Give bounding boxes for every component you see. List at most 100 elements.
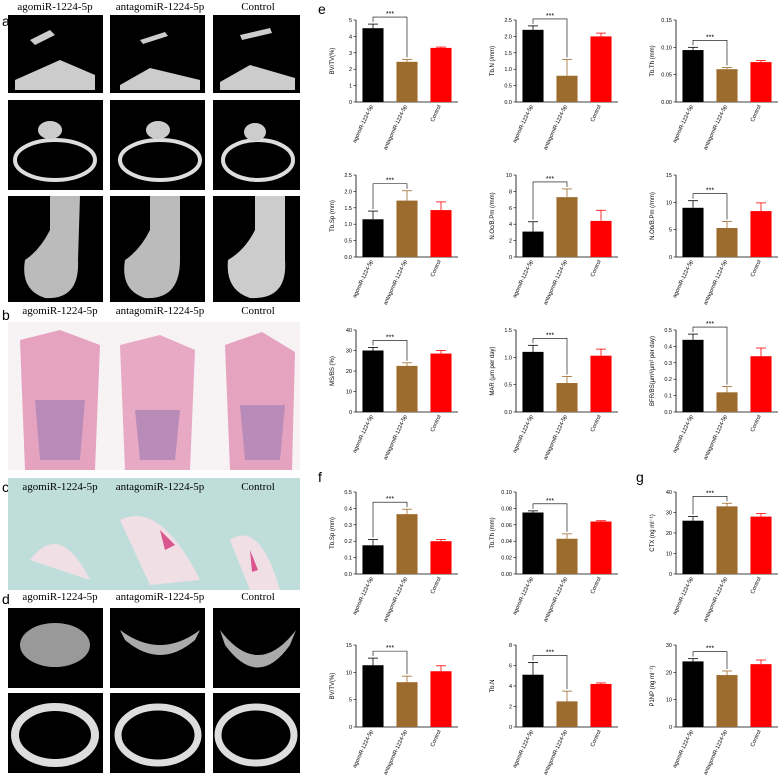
y-axis-label: MAR (μm per day)	[490, 346, 496, 395]
x-tick-label: antagomiR-1224-5p	[543, 576, 569, 623]
y-tick-label: 5	[349, 698, 352, 704]
y-tick-label: 2	[349, 67, 352, 73]
y-tick-label: 0.06	[501, 523, 512, 529]
x-tick-label: Control	[750, 729, 763, 748]
trap-stain-images	[8, 478, 300, 590]
x-tick-label: Control	[590, 576, 603, 595]
y-tick-label: 0.2	[664, 377, 672, 383]
bar	[590, 521, 612, 574]
y-tick-label: 0.05	[661, 73, 672, 79]
significance-bracket	[532, 181, 568, 220]
y-tick-label: 4	[509, 222, 512, 228]
y-tick-label: 0.08	[501, 506, 512, 512]
y-tick-label: 8	[509, 189, 512, 195]
bar	[522, 29, 544, 103]
group-header: Control	[241, 1, 275, 13]
y-tick-label: 0.04	[501, 539, 512, 545]
y-tick-label: 40	[346, 328, 352, 334]
y-tick-label: 6	[509, 206, 512, 212]
x-tick-label: antagomiR-1224-5p	[543, 414, 569, 461]
y-tick-label: 10	[346, 390, 352, 396]
y-tick-label: 15	[666, 173, 672, 179]
x-tick-label: agomiR-1224-5p	[512, 104, 535, 144]
significance-bracket	[692, 495, 728, 515]
y-tick-label: 0.15	[661, 18, 672, 24]
x-tick-label: antagomiR-1224-5p	[383, 414, 409, 461]
y-axis-label: P1NP (ng ml⁻¹)	[650, 665, 656, 706]
y-tick-label: 20	[666, 531, 672, 537]
bar	[362, 350, 384, 412]
bar	[362, 545, 384, 574]
x-tick-label: antagomiR-1224-5p	[703, 259, 729, 306]
y-tick-label: 30	[666, 511, 672, 517]
x-tick-label: agomiR-1224-5p	[672, 576, 695, 616]
bar	[430, 353, 452, 412]
bar	[716, 506, 738, 574]
significance-bracket	[372, 501, 408, 538]
micro-ct-images	[8, 15, 300, 302]
bar	[430, 671, 452, 727]
x-tick-label: Control	[430, 414, 443, 433]
y-tick-label: 0.5	[504, 84, 512, 90]
significance-label: ***	[546, 332, 554, 339]
bar	[590, 220, 612, 257]
y-tick-label: 0.3	[344, 523, 352, 529]
y-tick-label: 0.10	[661, 45, 672, 51]
bar	[396, 61, 418, 102]
y-axis-label: Tb.N	[490, 679, 496, 692]
y-tick-label: 6	[509, 664, 512, 670]
y-tick-label: 2.5	[504, 18, 512, 24]
y-tick-label: 0.1	[344, 556, 352, 562]
significance-label: ***	[546, 176, 554, 183]
significance-label: ***	[706, 490, 714, 497]
bar	[590, 36, 612, 102]
y-axis-label: N.Ob/B.Pm (/mm)	[650, 192, 656, 240]
y-tick-label: 0	[669, 255, 672, 261]
y-tick-label: 3	[349, 51, 352, 57]
bar	[750, 62, 772, 102]
x-tick-label: antagomiR-1224-5p	[703, 576, 729, 623]
x-tick-label: Control	[590, 259, 603, 278]
x-tick-label: Control	[430, 104, 443, 123]
significance-bracket	[692, 326, 728, 385]
bar	[522, 231, 544, 257]
y-tick-label: 0.00	[661, 100, 672, 106]
x-tick-label: antagomiR-1224-5p	[703, 414, 729, 461]
y-tick-label: 0.4	[344, 506, 352, 512]
bar	[682, 207, 704, 257]
significance-bracket	[532, 655, 568, 690]
bar	[362, 28, 384, 103]
y-tick-label: 8	[509, 643, 512, 649]
bar	[396, 365, 418, 412]
y-axis-label: Tb.N (/mm)	[490, 46, 496, 76]
bar	[430, 210, 452, 257]
y-tick-label: 2.5	[344, 173, 352, 179]
y-tick-label: 2.0	[344, 189, 352, 195]
x-tick-label: agomiR-1224-5p	[512, 259, 535, 299]
y-tick-label: 0.4	[664, 344, 672, 350]
x-tick-label: agomiR-1224-5p	[672, 729, 695, 769]
panel-letter: d	[2, 591, 10, 607]
x-tick-label: antagomiR-1224-5p	[543, 259, 569, 306]
bar	[430, 541, 452, 574]
y-tick-label: 5	[669, 228, 672, 234]
y-tick-label: 1.5	[344, 206, 352, 212]
group-header: Control	[241, 305, 275, 317]
x-tick-label: Control	[430, 729, 443, 748]
x-tick-label: agomiR-1224-5p	[352, 576, 375, 616]
bar	[750, 664, 772, 727]
bar	[362, 219, 384, 257]
y-axis-label: Tb.Th (mm)	[490, 517, 496, 548]
y-tick-label: 1.0	[504, 355, 512, 361]
significance-bracket	[692, 651, 728, 669]
y-tick-label: 20	[666, 670, 672, 676]
y-tick-label: 1.0	[344, 222, 352, 228]
y-tick-label: 10	[506, 173, 512, 179]
y-axis-label: MS/BS (%)	[330, 356, 336, 386]
x-tick-label: agomiR-1224-5p	[512, 414, 535, 454]
y-tick-label: 0	[349, 410, 352, 416]
group-header: agomiR-1224-5p	[17, 1, 93, 13]
panel-letter: g	[636, 469, 644, 485]
y-axis-label: BV/TV(%)	[330, 48, 336, 75]
